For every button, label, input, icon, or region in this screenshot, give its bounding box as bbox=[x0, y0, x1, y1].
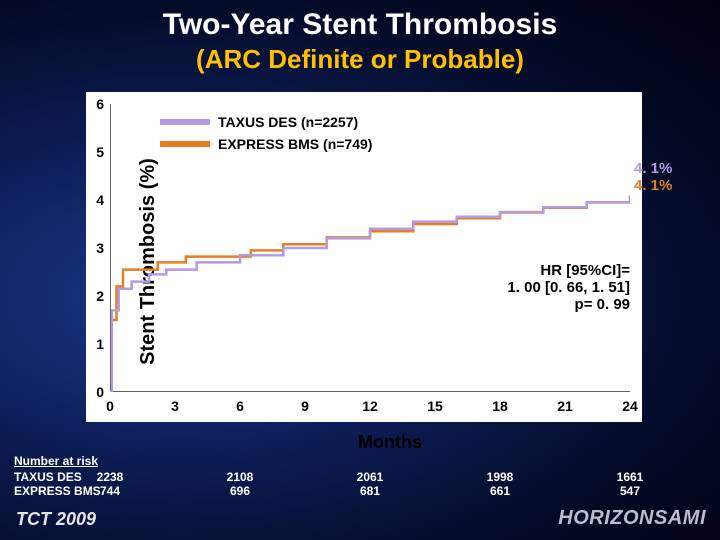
risk-cell: 547 bbox=[606, 484, 654, 498]
risk-cell: 1661 bbox=[606, 470, 654, 484]
x-tick-label: 24 bbox=[618, 398, 642, 414]
y-tick-label: 6 bbox=[80, 96, 104, 112]
x-tick-label: 6 bbox=[228, 398, 252, 414]
x-tick-label: 15 bbox=[423, 398, 447, 414]
risk-row-label: TAXUS DES bbox=[14, 470, 82, 484]
risk-cell: 1998 bbox=[476, 470, 524, 484]
x-tick-label: 18 bbox=[488, 398, 512, 414]
y-tick-label: 1 bbox=[80, 336, 104, 352]
risk-cell: 2238 bbox=[86, 470, 134, 484]
km-plot: TAXUS DES (n=2257) EXPRESS BMS (n=749) bbox=[110, 104, 630, 392]
x-tick-label: 0 bbox=[98, 398, 122, 414]
x-tick-label: 3 bbox=[163, 398, 187, 414]
risk-cell: 744 bbox=[86, 484, 134, 498]
x-tick-label: 21 bbox=[553, 398, 577, 414]
legend-label-1: TAXUS DES (n=2257) bbox=[218, 114, 358, 130]
x-axis-title: Months bbox=[30, 432, 720, 453]
y-tick-label: 4 bbox=[80, 192, 104, 208]
y-tick-label: 2 bbox=[80, 288, 104, 304]
endpoint-label-top: 4. 1% bbox=[634, 160, 672, 177]
y-tick-label: 3 bbox=[80, 240, 104, 256]
brand-logo: HORIZONSAMI bbox=[558, 507, 706, 530]
x-tick-label: 9 bbox=[293, 398, 317, 414]
y-tick-label: 5 bbox=[80, 144, 104, 160]
risk-cell: 2108 bbox=[216, 470, 264, 484]
x-tick-label: 12 bbox=[358, 398, 382, 414]
risk-table-header: Number at risk bbox=[14, 454, 98, 468]
page-title: Two-Year Stent Thrombosis bbox=[0, 8, 720, 42]
conference-label: TCT 2009 bbox=[16, 509, 96, 530]
risk-cell: 661 bbox=[476, 484, 524, 498]
page-subtitle: (ARC Definite or Probable) bbox=[0, 44, 720, 75]
risk-cell: 2061 bbox=[346, 470, 394, 484]
legend-label-2: EXPRESS BMS (n=749) bbox=[218, 136, 372, 152]
risk-cell: 681 bbox=[346, 484, 394, 498]
endpoint-label-bottom: 4. 1% bbox=[634, 177, 672, 194]
hr-stats: HR [95%CI]= 1. 00 [0. 66, 1. 51] p= 0. 9… bbox=[450, 262, 630, 313]
risk-cell: 696 bbox=[216, 484, 264, 498]
